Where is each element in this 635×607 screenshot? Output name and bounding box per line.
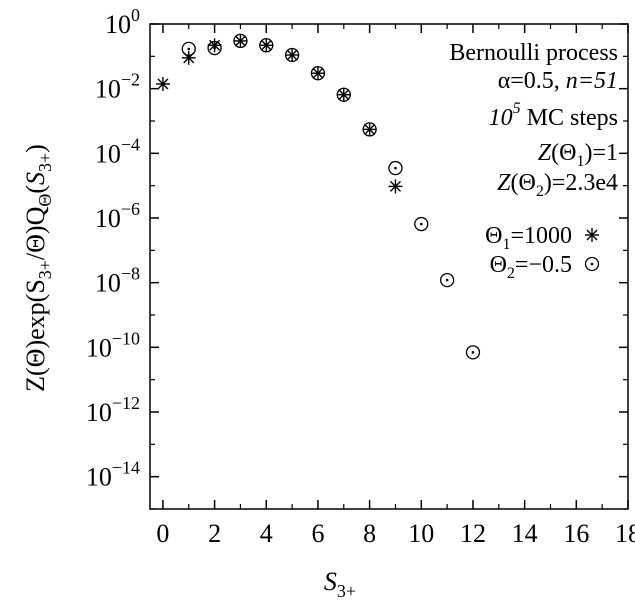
legend-asterisk-symbol [585,228,599,242]
y-tick-label: 10−4 [95,134,140,168]
y-tick-label: 100 [105,5,140,39]
x-tick-label: 12 [460,519,486,548]
data-point-circle [259,38,274,53]
x-tick-label: 8 [363,519,376,548]
y-tick-label: 10−12 [86,393,140,427]
y-tick-label: 10−2 [95,70,140,104]
x-tick-label: 4 [260,519,273,548]
series-asterisk [155,33,403,194]
data-point-circle [310,66,326,81]
annotation-params: α=0.5, n=51 [498,68,618,94]
annotation-z1: Z(Θ1)=1 [538,140,618,170]
data-point-asterisk [388,179,403,194]
data-point-asterisk [155,76,170,91]
x-tick-label: 10 [408,519,434,548]
data-point-circle [388,160,403,176]
series-circle-dot [181,33,481,360]
data-point-circle [207,40,222,56]
x-tick-label: 16 [563,519,589,548]
data-point-circle [181,41,196,57]
x-tick-label: 6 [311,519,324,548]
x-axis-ticks: 0 2 4 6 8 10 12 14 16 18 [156,24,635,548]
y-tick-label: 10−10 [86,328,140,362]
y-tick-label: 10−8 [95,264,140,298]
x-tick-label: 18 [615,519,635,548]
x-tick-label: 2 [208,519,221,548]
data-series [155,33,481,360]
annotation-z2: Z(Θ2)=2.3e4 [497,170,618,200]
y-axis-ticks: 100 10−2 10−4 10−6 10−8 10−10 10−12 10−14 [86,5,628,510]
y-tick-label: 10−6 [95,199,140,233]
legend: Θ1=1000 Θ2=−0.5 [485,223,600,282]
legend-marker-circle-dot [584,256,600,272]
data-point-circle [362,122,377,137]
x-tick-label: 0 [156,519,169,548]
legend-marker-asterisk [585,228,599,242]
data-point-circle [439,272,455,288]
data-point-circle [465,345,481,360]
y-tick-label: 10−14 [86,458,140,492]
annotation-steps: 105 MC steps [489,100,618,131]
legend-circle-symbol [584,256,600,272]
annotation-process: Bernoulli process [449,40,618,66]
y-axis-label: Z(Θ)exp(S3+/Θ)QΘ(S3+) [21,144,55,392]
data-point-circle [336,87,351,102]
x-axis-label: S3+ [324,567,356,601]
legend-entry-theta2: Θ2=−0.5 [490,252,572,282]
x-tick-label: 14 [512,519,538,548]
data-point-asterisk [207,38,222,53]
annotation-block: Bernoulli process α=0.5, n=51 105 MC ste… [449,40,618,200]
legend-entry-theta1: Θ1=1000 [485,223,572,253]
plot-frame [149,23,629,510]
data-point-circle [233,33,248,49]
data-point-circle [284,47,300,63]
data-point-circle [414,216,429,232]
